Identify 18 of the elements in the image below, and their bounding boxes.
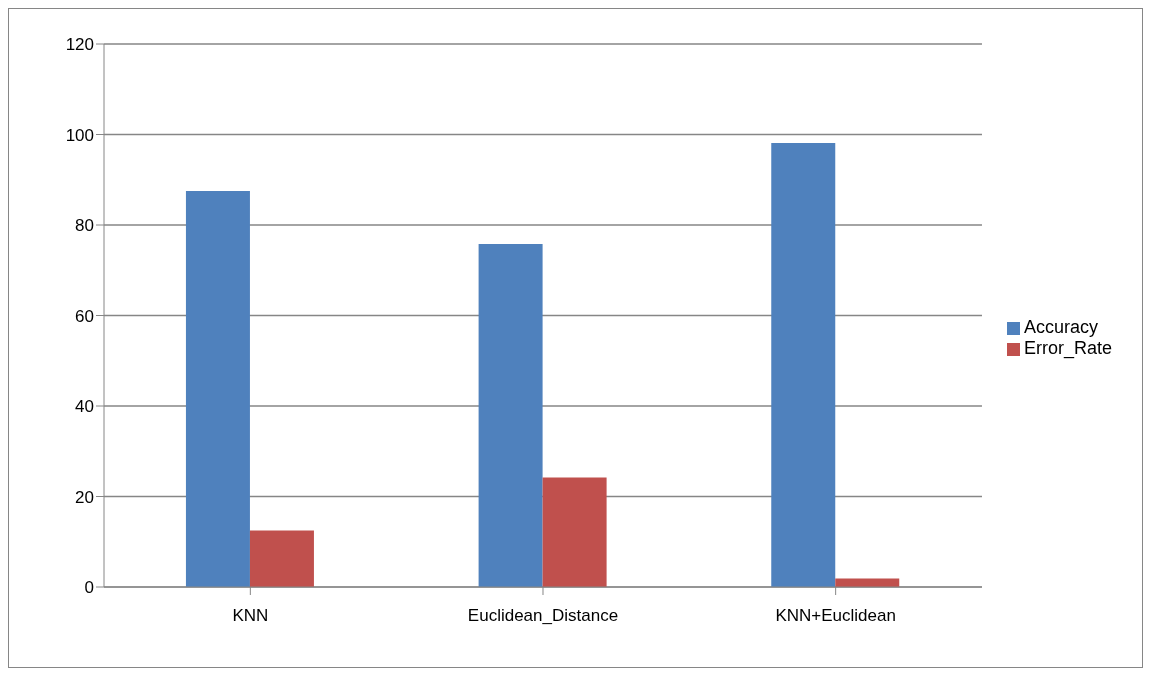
legend-label: Accuracy: [1023, 317, 1098, 337]
bar: [771, 143, 836, 587]
bar: [542, 477, 607, 587]
bar: [835, 578, 900, 587]
bar: [478, 244, 543, 587]
y-tick-label: 60: [75, 306, 94, 326]
bar: [249, 530, 314, 587]
legend-label: Error_Rate: [1023, 338, 1112, 358]
y-tick-label: 20: [75, 487, 94, 507]
y-tick-label: 80: [75, 216, 94, 236]
y-tick-label: 0: [84, 578, 94, 598]
y-tick-label: 120: [65, 35, 94, 55]
y-tick-label: 40: [75, 397, 94, 417]
x-tick-label: Euclidean_Distance: [467, 606, 619, 626]
x-tick-label: KNN+Euclidean: [775, 606, 896, 626]
bar: [185, 191, 250, 587]
y-tick-label: 100: [65, 125, 94, 145]
x-tick-label: KNN: [232, 606, 269, 626]
